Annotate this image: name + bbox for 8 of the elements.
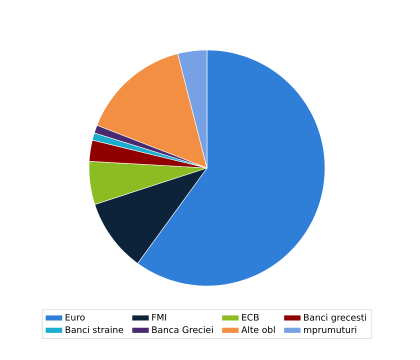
legend-label: FMI <box>152 314 166 320</box>
legend-label: Banci grecesti <box>304 314 366 323</box>
legend-label: Alte obl <box>241 326 275 334</box>
legend-label: mprumuturi <box>304 326 356 335</box>
legend-label: Banci straine <box>66 326 124 334</box>
legend-label: Euro <box>66 314 85 321</box>
legend-label: ECB <box>242 314 259 321</box>
legend-label: Banca Greciei <box>152 326 213 334</box>
